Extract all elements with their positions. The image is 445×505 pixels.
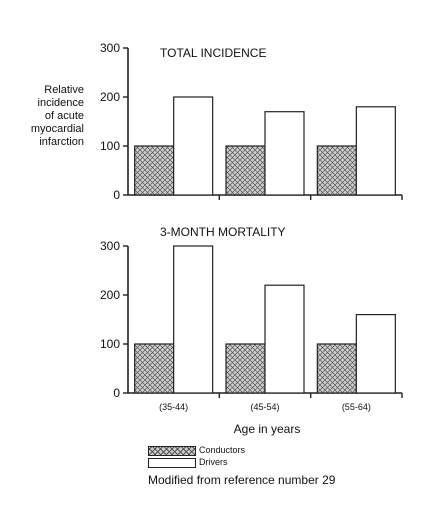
x-tick-label: (55-64) — [342, 402, 371, 412]
y-tick-label: 300 — [100, 41, 120, 55]
chart-panel-2: 3-MONTH MORTALITY 0 100 200 300 (35-44) (45-54… — [100, 225, 403, 436]
y-tick-label: 100 — [100, 139, 120, 153]
y-tick-label: 0 — [113, 188, 120, 202]
y-axis-label-line: myocardial — [31, 123, 84, 135]
chart-panel-1: TOTAL INCIDENCE 0 100 200 300 Relative inciden… — [31, 41, 403, 202]
y-tick-label: 300 — [100, 239, 120, 253]
bar-drivers-1 — [173, 96, 214, 196]
y-tick-label: 200 — [100, 288, 120, 302]
y-axis-label-line: incidence — [38, 97, 84, 109]
legend-label-drivers: Drivers — [199, 457, 228, 467]
bar-drivers-2 — [264, 111, 305, 196]
bar-conductors-2 — [225, 343, 266, 394]
legend-swatch-drivers — [148, 457, 196, 468]
y-tick-label: 0 — [113, 386, 120, 400]
bar-drivers-2 — [264, 284, 305, 394]
bar-conductors-1 — [134, 343, 175, 394]
legend-item-conductors: Conductors — [148, 445, 245, 456]
y-tick-label: 100 — [100, 337, 120, 351]
y-axis-label: Relative incidence of acute myocardial infar… — [31, 84, 84, 148]
legend-item-drivers: Drivers — [148, 457, 245, 468]
bar-conductors-2 — [225, 145, 266, 196]
legend-label-conductors: Conductors — [199, 445, 246, 455]
bar-drivers-3 — [355, 106, 396, 196]
y-tick-label: 200 — [100, 90, 120, 104]
bar-drivers-3 — [355, 314, 396, 394]
chart-title: 3-MONTH MORTALITY — [160, 225, 286, 239]
bar-conductors-1 — [134, 145, 175, 196]
chart-panels: TOTAL INCIDENCE 0 100 200 300 Relative inciden… — [31, 41, 403, 436]
legend-swatch-conductors — [148, 445, 196, 456]
x-axis-label: Age in years — [234, 422, 301, 436]
x-tick-label: (35-44) — [159, 402, 188, 412]
bar-drivers-1 — [173, 245, 214, 394]
source-note: Modified from reference number 29 — [148, 473, 336, 487]
legend: Conductors Drivers — [148, 445, 245, 468]
bar-conductors-3 — [316, 145, 357, 196]
y-axis-label-line: infarction — [39, 136, 84, 148]
bar-conductors-3 — [316, 343, 357, 394]
chart-title: TOTAL INCIDENCE — [160, 46, 266, 60]
y-axis-label-line: Relative — [44, 84, 84, 96]
x-tick-label: (45-54) — [250, 402, 279, 412]
y-axis-label-line: of acute — [45, 110, 84, 122]
